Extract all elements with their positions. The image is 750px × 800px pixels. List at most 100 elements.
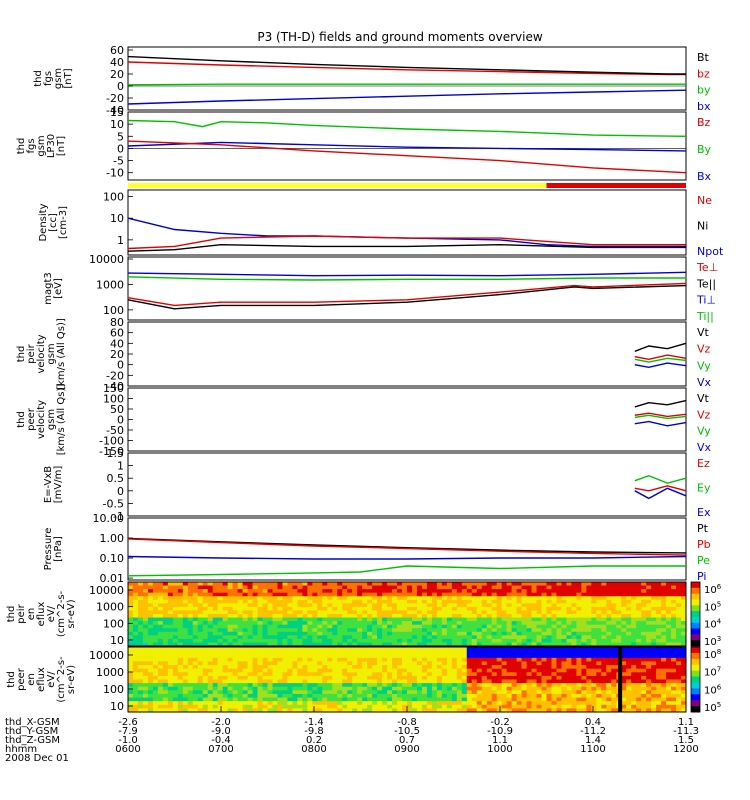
legend-entry: By [697,143,712,156]
spectrogram-cell [247,603,254,608]
spectrogram-cell [222,672,229,677]
spectrogram-cell [367,596,373,601]
spectrogram-cell [566,697,572,702]
spectrogram-cell [232,614,239,619]
spectrogram-cell [242,642,249,647]
spectrogram-cell [352,683,358,688]
spectrogram-cell [387,672,393,677]
spectrogram-cell [451,690,458,695]
y-axis-label-line: thd [6,606,17,623]
series-line [127,538,687,556]
spectrogram-cell [471,661,478,666]
spectrogram-cell [586,665,592,670]
spectrogram-cell [217,603,224,608]
spectrogram-cell [222,589,229,594]
spectrogram-cell [342,603,348,608]
spectrogram-cell [586,701,592,706]
spectrogram-cell [656,657,662,662]
spectrogram-cell [262,683,268,688]
spectrogram-cell [476,624,483,629]
spectrogram-cell [526,701,533,706]
spectrogram-cell [646,631,652,636]
spectrogram-cell [307,610,313,615]
spectrogram-cell [461,701,468,706]
spectrogram-cell [541,675,547,680]
spectrogram-cell [546,693,552,699]
spectrogram-cell [596,624,602,629]
spectrogram-cell [501,708,508,713]
spectrogram-cell [192,589,199,594]
spectrogram-cell [501,638,508,643]
spectrogram-cell [137,672,144,677]
spectrogram-cell [237,624,244,629]
spectrogram-cell [327,603,333,608]
spectrogram-cell [282,582,288,587]
spectrogram-cell [392,585,398,590]
spectrogram-cell [277,661,283,666]
spectrogram-cell [481,647,488,652]
spectrogram-cell [621,693,627,699]
spectrogram-cell [601,693,607,699]
spectrogram-cell [506,708,513,713]
spectrogram-cell [297,614,303,619]
spectrogram-cell [177,628,184,633]
spectrogram-cell [596,614,602,619]
spectrogram-cell [182,585,189,590]
spectrogram-cell [606,610,612,615]
spectrogram-cell [516,589,523,594]
spectrogram-cell [536,683,543,688]
spectrogram-cell [491,697,498,702]
spectrogram-cell [297,697,303,702]
spectrogram-cell [561,606,567,611]
spectrogram-cell [262,635,268,640]
spectrogram-cell [222,585,229,590]
spectrogram-cell [177,683,184,688]
spectrogram-cell [466,635,473,640]
spectrogram-cell [382,624,388,629]
spectrogram-cell [337,617,343,622]
spectrogram-cell [546,679,552,684]
spectrogram-cell [152,642,159,647]
spectrogram-cell [561,704,567,709]
spectrogram-cell [232,628,239,633]
spectrogram-cell [297,628,303,633]
y-axis-label: E=-VxB [mV/m] [43,466,64,504]
spectrogram-cell [407,596,413,601]
y-tick-label: 10000 [89,253,124,266]
spectrogram-cell [167,672,174,677]
spectrogram-cell [416,617,423,622]
spectrogram-cell [307,647,313,652]
spectrogram-cell [611,596,617,601]
spectrogram-cell [382,614,388,619]
spectrogram-cell [377,582,383,587]
spectrogram-cell [546,661,552,666]
spectrogram-cell [651,672,657,677]
spectrogram-cell [272,585,278,590]
spectrogram-cell [481,704,488,709]
spectrogram-cell [516,582,523,587]
spectrogram-cell [676,647,682,652]
spectrogram-cell [436,686,443,691]
spectrogram-cell [661,697,667,702]
spectrogram-cell [332,654,338,659]
spectrogram-cell [681,603,687,608]
spectrogram-cell [142,665,149,670]
spectrogram-cell [247,661,254,666]
spectrogram-cell [282,624,288,629]
spectrogram-cell [651,693,657,699]
spectrogram-cell [411,665,418,670]
spectrogram-cell [262,701,268,706]
spectrogram-cell [182,638,189,643]
spectrogram-cell [436,668,443,673]
spectrogram-cell [546,701,552,706]
spectrogram-cell [456,683,463,688]
spectrogram-cell [486,683,493,688]
spectrogram-cell [626,610,632,615]
spectrogram-cell [476,654,483,659]
spectrogram-cell [177,679,184,684]
spectrogram-cell [367,650,373,655]
spectrogram-cell [387,683,393,688]
spectrogram-cell [182,628,189,633]
spectrogram-cell [262,606,268,611]
spectrogram-cell [626,693,632,699]
